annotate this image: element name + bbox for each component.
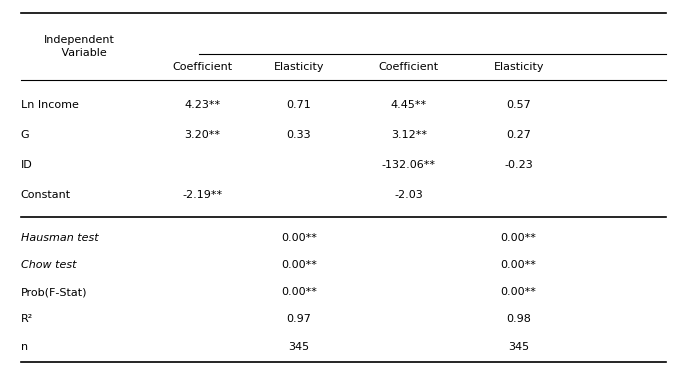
Text: ID: ID [21, 160, 32, 170]
Text: 0.00**: 0.00** [501, 287, 537, 297]
Text: Chow test: Chow test [21, 260, 76, 270]
Text: Hausman test: Hausman test [21, 233, 98, 243]
Text: Ln Income: Ln Income [21, 100, 78, 110]
Text: Coefficient: Coefficient [379, 62, 439, 72]
Text: 0.33: 0.33 [286, 130, 311, 140]
Text: 3.20**: 3.20** [185, 130, 221, 140]
Text: Prob(F-Stat): Prob(F-Stat) [21, 287, 87, 297]
Text: Elasticity: Elasticity [493, 62, 544, 72]
Text: 0.98: 0.98 [506, 314, 531, 324]
Text: 0.27: 0.27 [506, 130, 531, 140]
Text: 0.57: 0.57 [506, 100, 531, 110]
Text: 345: 345 [508, 342, 529, 352]
Text: 4.23**: 4.23** [185, 100, 221, 110]
Text: Coefficient: Coefficient [172, 62, 233, 72]
Text: 0.71: 0.71 [286, 100, 311, 110]
Text: 0.97: 0.97 [286, 314, 311, 324]
Text: -132.06**: -132.06** [382, 160, 436, 170]
Text: 0.00**: 0.00** [281, 233, 317, 243]
Text: -2.03: -2.03 [394, 190, 423, 200]
Text: Independent
   Variable: Independent Variable [43, 35, 115, 58]
Text: -2.19**: -2.19** [183, 190, 223, 200]
Text: 3.12**: 3.12** [391, 130, 427, 140]
Text: 4.45**: 4.45** [391, 100, 427, 110]
Text: 0.00**: 0.00** [281, 287, 317, 297]
Text: Elasticity: Elasticity [273, 62, 324, 72]
Text: Constant: Constant [21, 190, 71, 200]
Text: G: G [21, 130, 30, 140]
Text: R²: R² [21, 314, 33, 324]
Text: 345: 345 [289, 342, 309, 352]
Text: 0.00**: 0.00** [501, 260, 537, 270]
Text: -0.23: -0.23 [504, 160, 533, 170]
Text: 0.00**: 0.00** [501, 233, 537, 243]
Text: 0.00**: 0.00** [281, 260, 317, 270]
Text: n: n [21, 342, 27, 352]
